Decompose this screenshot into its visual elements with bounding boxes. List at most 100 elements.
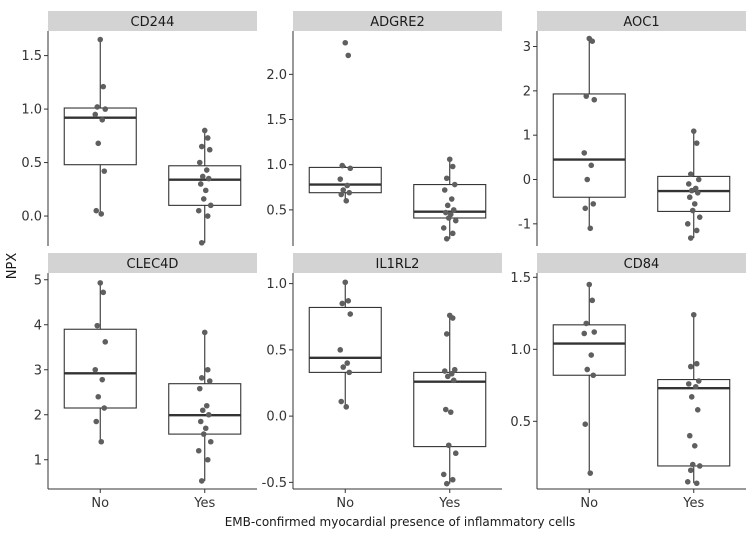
panel-clec4d-yes-point xyxy=(195,447,202,454)
panel-aoc1-yes-point xyxy=(687,171,694,177)
panel-cd244-no-point xyxy=(100,83,107,90)
panel-aoc1-no-box xyxy=(552,93,626,198)
panel-clec4d-no-point xyxy=(92,366,99,373)
panel-aoc1-yes-point xyxy=(693,227,700,234)
panel-aoc1-y-tick-label: -1 xyxy=(518,217,531,232)
panel-aoc1-no-point xyxy=(584,176,591,183)
panel-adgre2-no-point xyxy=(344,182,351,189)
panel-cd84-strip xyxy=(537,253,746,273)
panel-aoc1-no-point xyxy=(591,96,598,103)
panel-aoc1-no-point xyxy=(590,201,597,207)
panel-il1rl2-yes-point xyxy=(443,480,450,487)
panel-cd244-strip-title: CD244 xyxy=(131,15,175,30)
panel-clec4d-no-point xyxy=(101,405,108,411)
panel-aoc1-yes-point xyxy=(694,190,701,196)
panel-adgre2-no-point xyxy=(346,189,353,196)
panel-clec4d-no-point xyxy=(100,289,107,296)
panel-clec4d-yes-point xyxy=(197,418,204,425)
panel-clec4d-y-tick-label: 3 xyxy=(34,363,42,378)
panel-clec4d-yes-point xyxy=(204,366,211,373)
panel-cd244-y-tick-label: 1.5 xyxy=(21,49,42,64)
panel-clec4d-x-tick-label-yes: Yes xyxy=(193,496,215,511)
panel-adgre2-yes-point xyxy=(445,215,452,221)
panel-cd244-no-point xyxy=(92,111,99,118)
panel-il1rl2-no-point xyxy=(338,398,345,405)
panel-aoc1-yes-point xyxy=(685,181,692,187)
panel-clec4d-no-point xyxy=(98,438,105,445)
panel-cd244-yes-point xyxy=(207,202,214,209)
panel-adgre2-y-tick-label: 1.5 xyxy=(266,113,287,128)
panel-cd84-yes-point xyxy=(694,407,701,413)
panel-il1rl2-no-point xyxy=(342,279,349,286)
panel-cd84-no-point xyxy=(586,281,593,288)
panel-cd244-yes-point xyxy=(202,187,209,194)
panel-aoc1-strip-title: AOC1 xyxy=(623,15,659,30)
panel-clec4d-no-point xyxy=(97,280,104,286)
panel-cd84-yes-point xyxy=(687,363,694,370)
panel-cd244-yes-point xyxy=(198,239,205,246)
panel-cd84-yes-point xyxy=(689,461,696,468)
panel-il1rl2-yes-point xyxy=(451,366,458,373)
panel-clec4d-no-point xyxy=(94,322,101,329)
panel-il1rl2-no-point xyxy=(339,300,346,307)
panel-il1rl2-yes-point xyxy=(444,373,451,380)
panel-adgre2-no-point xyxy=(342,39,349,46)
panel-cd244-y-tick-label: 0.0 xyxy=(21,210,42,225)
panel-clec4d-yes-point xyxy=(200,431,207,437)
panel-cd244-yes-point xyxy=(199,173,206,180)
panel-aoc1-strip xyxy=(537,11,746,31)
panel-clec4d-yes-point xyxy=(206,378,213,384)
panel-clec4d-yes-point xyxy=(202,425,209,432)
panel-cd244-y-tick-label: 0.5 xyxy=(21,156,42,171)
panel-aoc1-no-point xyxy=(583,93,590,99)
panel-cd84-no-point xyxy=(581,330,588,337)
panel-cd244-yes-point xyxy=(206,146,213,153)
panel-il1rl2-yes-point xyxy=(441,368,448,374)
panel-adgre2-yes-point xyxy=(449,230,456,237)
panel-clec4d-y-tick-label: 5 xyxy=(34,273,42,288)
panel-cd84-yes-point xyxy=(686,432,693,439)
panel-il1rl2-yes-point xyxy=(449,315,456,321)
panel-clec4d-no-point xyxy=(95,393,102,400)
panel-cd84-yes-box xyxy=(657,379,731,467)
panel-clec4d-y-tick-label: 4 xyxy=(34,318,42,333)
panel-aoc1-yes-point xyxy=(688,187,695,194)
panel-adgre2-y-tick-label: 1.0 xyxy=(266,158,287,173)
panel-cd84-y-tick-label: 1.0 xyxy=(510,343,531,358)
panel-aoc1-no-point xyxy=(589,38,596,44)
panel-il1rl2-no-point xyxy=(346,369,353,376)
panel-cd244-yes-point xyxy=(198,143,205,150)
panel-cd244-strip xyxy=(48,11,257,31)
panel-cd84-yes-point xyxy=(691,443,698,449)
panel-clec4d-x-tick-label-no: No xyxy=(91,496,109,511)
panel-il1rl2-yes-point xyxy=(448,370,455,377)
panel-cd84-strip-title: CD84 xyxy=(624,257,660,272)
panel-aoc1-no-point xyxy=(581,150,588,156)
panel-cd84-yes-point xyxy=(693,360,700,367)
panel-il1rl2-no-point xyxy=(340,364,347,370)
panel-aoc1-no-point xyxy=(582,205,589,212)
panel-cd244-no-point xyxy=(94,104,101,110)
panel-adgre2-yes-point xyxy=(444,202,451,209)
panel-il1rl2-strip xyxy=(293,253,502,273)
panel-cd244-yes-point xyxy=(200,196,207,202)
panel-aoc1-yes-point xyxy=(691,201,698,207)
panel-cd244: CD244 0.0 0.5 1.0 1.5 xyxy=(21,11,257,246)
panel-cd244-no-point xyxy=(97,36,104,43)
panel-cd84-no-point xyxy=(582,421,589,428)
panel-aoc1-yes-point xyxy=(690,128,697,134)
panel-cd84-y-tick-label: 0.5 xyxy=(510,415,531,430)
panel-adgre2-yes-point xyxy=(452,217,459,224)
panel-cd244-yes-point xyxy=(205,175,212,182)
panel-adgre2-yes-point xyxy=(450,207,457,213)
panel-cd244-no-point xyxy=(102,106,109,112)
panel-adgre2-yes-point xyxy=(443,175,450,182)
panel-aoc1-yes-point xyxy=(687,235,694,241)
panel-cd84-yes-point xyxy=(696,463,703,469)
panel-adgre2-yes-point xyxy=(441,187,448,193)
panel-il1rl2-yes-point xyxy=(450,377,457,384)
panel-clec4d-y-tick-label: 1 xyxy=(34,453,42,468)
panel-aoc1-yes-point xyxy=(696,214,703,220)
panel-adgre2-y-tick-label: 0.5 xyxy=(266,203,287,218)
panel-clec4d-yes-point xyxy=(203,402,210,409)
